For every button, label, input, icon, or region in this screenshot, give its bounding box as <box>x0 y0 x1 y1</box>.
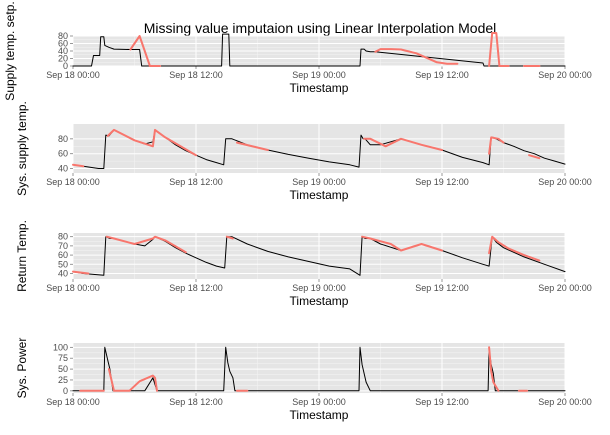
imputed-series-line <box>72 163 85 168</box>
imputed-series-line <box>488 136 505 155</box>
x-tick-label: Sep 19 12:00 <box>415 177 469 187</box>
x-tick-label: Sep 18 00:00 <box>46 397 100 407</box>
y-tick-label: 0 <box>63 61 68 71</box>
y-tick-label: 40 <box>58 268 68 278</box>
x-tick-label: Sep 19 12:00 <box>415 397 469 407</box>
imputed-series-line <box>361 235 443 252</box>
y-tick-label: 50 <box>58 364 68 374</box>
y-tick-label: 100 <box>53 342 68 352</box>
y-axis-label: Sys. Power <box>15 338 29 399</box>
x-tick-label: Sep 20 00:00 <box>538 70 592 80</box>
y-tick-label: 0 <box>63 386 68 396</box>
imputed-series-line <box>105 235 187 254</box>
x-axis-label: Timestamp <box>290 294 349 308</box>
x-tick-label: Sep 19 00:00 <box>292 177 346 187</box>
imputed-series-line <box>106 128 197 157</box>
y-tick-label: 80 <box>58 232 68 242</box>
y-axis-label: Return Temp. <box>15 220 29 292</box>
y-tick-label: 80 <box>58 31 68 41</box>
x-tick-label: Sep 20 00:00 <box>538 283 592 293</box>
y-tick-label: 70 <box>58 241 68 251</box>
chart-title: Missing value imputaion using Linear Int… <box>144 20 497 36</box>
y-axis-label: Supply temp. setp. <box>3 1 17 100</box>
x-axis-label: Timestamp <box>290 81 349 95</box>
x-tick-label: Sep 20 00:00 <box>538 397 592 407</box>
x-tick-label: Sep 19 00:00 <box>292 283 346 293</box>
imputed-series-line <box>225 235 234 240</box>
y-axis-label: Sys. supply temp. <box>15 101 29 196</box>
x-tick-label: Sep 19 12:00 <box>415 70 469 80</box>
y-tick-label: 20 <box>58 54 68 64</box>
imputed-series-line <box>129 35 151 67</box>
x-tick-label: Sep 18 00:00 <box>46 177 100 187</box>
x-axis-label: Timestamp <box>290 188 349 202</box>
x-axis-label: Timestamp <box>290 408 349 422</box>
y-tick-label: 25 <box>58 375 68 385</box>
imputed-series-line <box>488 346 500 392</box>
x-tick-label: Sep 18 12:00 <box>169 70 223 80</box>
x-tick-label: Sep 18 12:00 <box>169 177 223 187</box>
x-tick-label: Sep 18 00:00 <box>46 283 100 293</box>
x-tick-label: Sep 19 00:00 <box>292 70 346 80</box>
y-tick-label: 50 <box>58 259 68 269</box>
y-tick-label: 60 <box>58 149 68 159</box>
imputed-series-line <box>488 235 541 262</box>
y-tick-label: 40 <box>58 46 68 56</box>
y-tick-label: 60 <box>58 39 68 49</box>
y-tick-label: 60 <box>58 250 68 260</box>
y-tick-label: 75 <box>58 353 68 363</box>
imputed-series-line <box>107 368 158 392</box>
imputed-series-line <box>374 48 459 65</box>
x-tick-label: Sep 18 12:00 <box>169 397 223 407</box>
imputed-series-line <box>488 32 501 67</box>
y-tick-label: 40 <box>58 164 68 174</box>
y-tick-label: 80 <box>58 134 68 144</box>
x-tick-label: Sep 19 12:00 <box>415 283 469 293</box>
x-tick-label: Sep 19 00:00 <box>292 397 346 407</box>
imputed-series-line <box>236 141 269 151</box>
imputed-series-line <box>528 154 541 160</box>
imputed-series-line <box>72 270 90 275</box>
x-tick-label: Sep 18 00:00 <box>46 70 100 80</box>
imputed-series-line <box>363 137 443 151</box>
x-tick-label: Sep 20 00:00 <box>538 177 592 187</box>
x-tick-label: Sep 18 12:00 <box>169 283 223 293</box>
